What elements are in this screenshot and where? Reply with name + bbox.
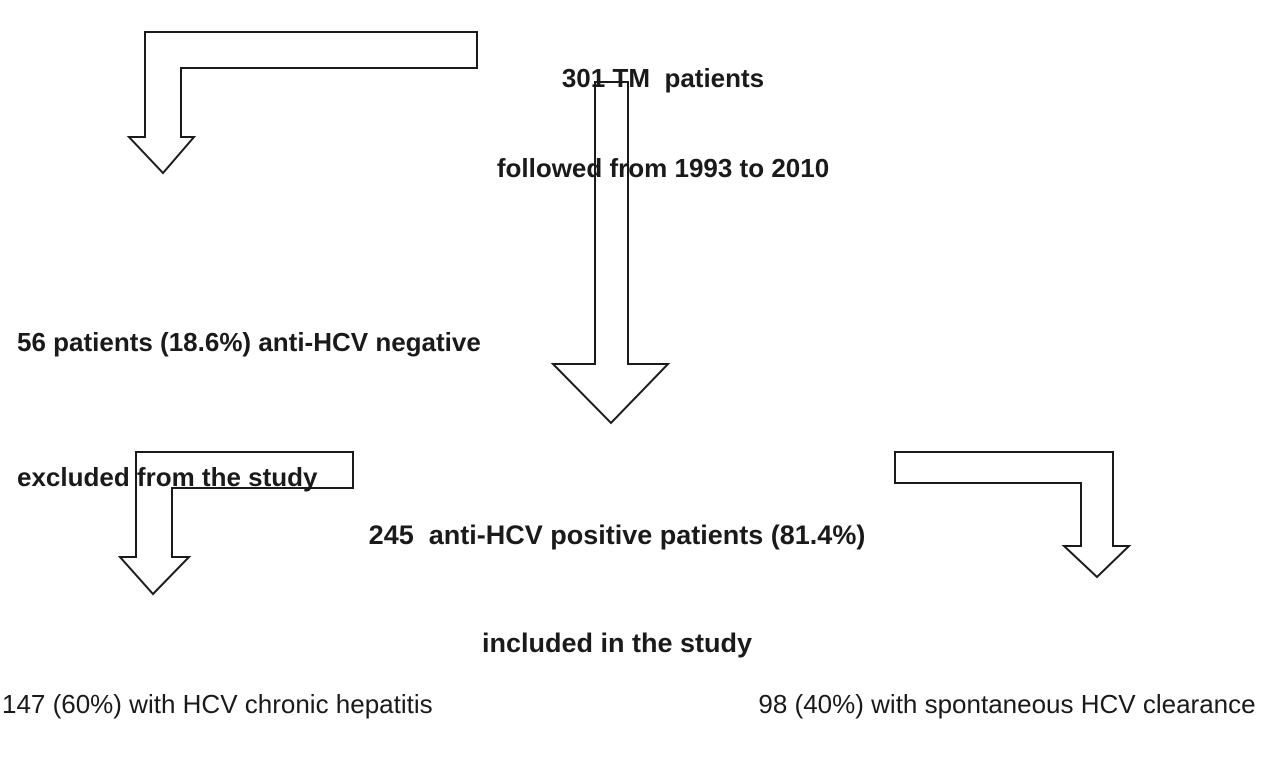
node-chronic-hepatitis: 147 (60%) with HCV chronic hepatitis (an… — [2, 627, 438, 758]
node-spontaneous-clearance: 98 (40%) with spontaneous HCV clearance … — [758, 622, 1255, 758]
node-excluded-line2: excluded from the study — [17, 462, 318, 492]
straight-arrow-down-icon — [550, 81, 671, 425]
node-chronic-line1: 147 (60%) with HCV chronic hepatitis — [2, 689, 433, 719]
elbow-arrow-down-right-bottom-icon — [894, 451, 1132, 579]
node-excluded-line1: 56 patients (18.6%) anti-HCV negative — [17, 327, 481, 357]
node-included-line2: included in the study — [481, 628, 753, 658]
node-root-patients: 301 TM patients followed from 1993 to 20… — [497, 3, 829, 243]
elbow-arrow-down-left-bottom-icon — [117, 451, 354, 596]
node-included-patients: 245 anti-HCV positive patients (81.4%) i… — [369, 445, 866, 733]
node-excluded-patients: 56 patients (18.6%) anti-HCV negative ex… — [17, 230, 481, 590]
node-root-line1: 301 TM patients — [561, 63, 765, 93]
node-clearance-line1: 98 (40%) with spontaneous HCV clearance — [758, 689, 1256, 719]
node-root-line2: followed from 1993 to 2010 — [496, 153, 830, 183]
node-included-line1: 245 anti-HCV positive patients (81.4%) — [368, 520, 866, 550]
elbow-arrow-down-left-top-icon — [126, 31, 478, 175]
